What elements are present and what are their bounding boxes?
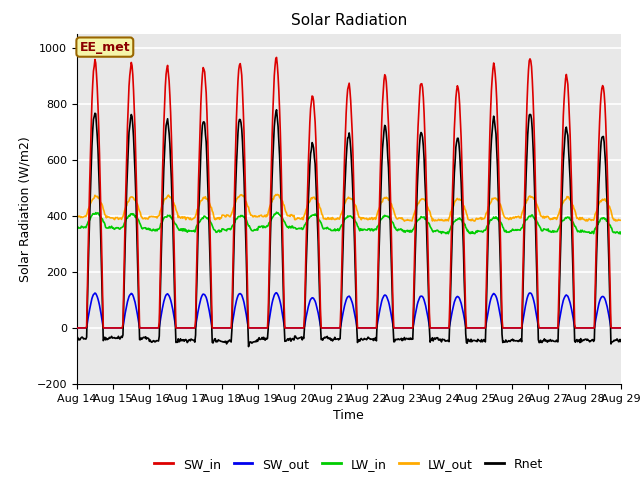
SW_in — [223, 325, 230, 331]
Rnet — [73, 336, 81, 342]
Rnet — [194, 238, 202, 243]
SW_in — [139, 325, 147, 331]
LW_in — [83, 223, 90, 228]
SW_out — [139, 325, 147, 331]
SW_out — [223, 325, 230, 331]
LW_out — [273, 192, 281, 197]
SW_in — [273, 55, 280, 60]
LW_out — [73, 214, 81, 219]
Rnet — [417, 132, 424, 138]
LW_out — [139, 216, 147, 221]
Line: Rnet: Rnet — [77, 110, 621, 347]
SW_out — [617, 325, 625, 331]
SW_in — [416, 94, 424, 100]
Rnet — [83, 334, 90, 340]
SW_in — [617, 325, 625, 331]
Rnet — [139, 335, 147, 341]
LW_out — [417, 197, 424, 203]
Text: EE_met: EE_met — [79, 41, 130, 54]
Legend: SW_in, SW_out, LW_in, LW_out, Rnet: SW_in, SW_out, LW_in, LW_out, Rnet — [149, 453, 548, 476]
SW_out — [73, 325, 81, 331]
Rnet — [244, 344, 252, 349]
SW_out — [416, 295, 424, 301]
Rnet — [617, 338, 625, 344]
LW_in — [223, 228, 230, 234]
LW_out — [194, 206, 202, 212]
SW_in — [431, 325, 439, 331]
SW_in — [194, 206, 202, 212]
LW_out — [223, 212, 230, 218]
LW_out — [83, 212, 90, 218]
LW_in — [431, 228, 439, 234]
Line: SW_in: SW_in — [77, 58, 621, 328]
SW_in — [83, 324, 90, 329]
SW_out — [194, 310, 202, 315]
LW_in — [444, 231, 452, 237]
SW_out — [83, 325, 90, 331]
Title: Solar Radiation: Solar Radiation — [291, 13, 407, 28]
LW_out — [617, 217, 625, 223]
Rnet — [433, 335, 440, 341]
LW_in — [139, 226, 147, 232]
Line: LW_in: LW_in — [77, 212, 621, 234]
LW_in — [617, 231, 625, 237]
LW_in — [273, 209, 280, 215]
Rnet — [273, 107, 280, 113]
LW_out — [401, 218, 408, 224]
LW_out — [433, 217, 440, 223]
SW_in — [73, 325, 81, 331]
Line: SW_out: SW_out — [77, 293, 621, 328]
SW_out — [273, 290, 280, 296]
LW_in — [416, 216, 424, 222]
Rnet — [223, 341, 230, 347]
Line: LW_out: LW_out — [77, 194, 621, 221]
LW_in — [73, 225, 81, 230]
Y-axis label: Solar Radiation (W/m2): Solar Radiation (W/m2) — [18, 136, 31, 282]
SW_out — [431, 325, 439, 331]
LW_in — [194, 222, 202, 228]
X-axis label: Time: Time — [333, 409, 364, 422]
